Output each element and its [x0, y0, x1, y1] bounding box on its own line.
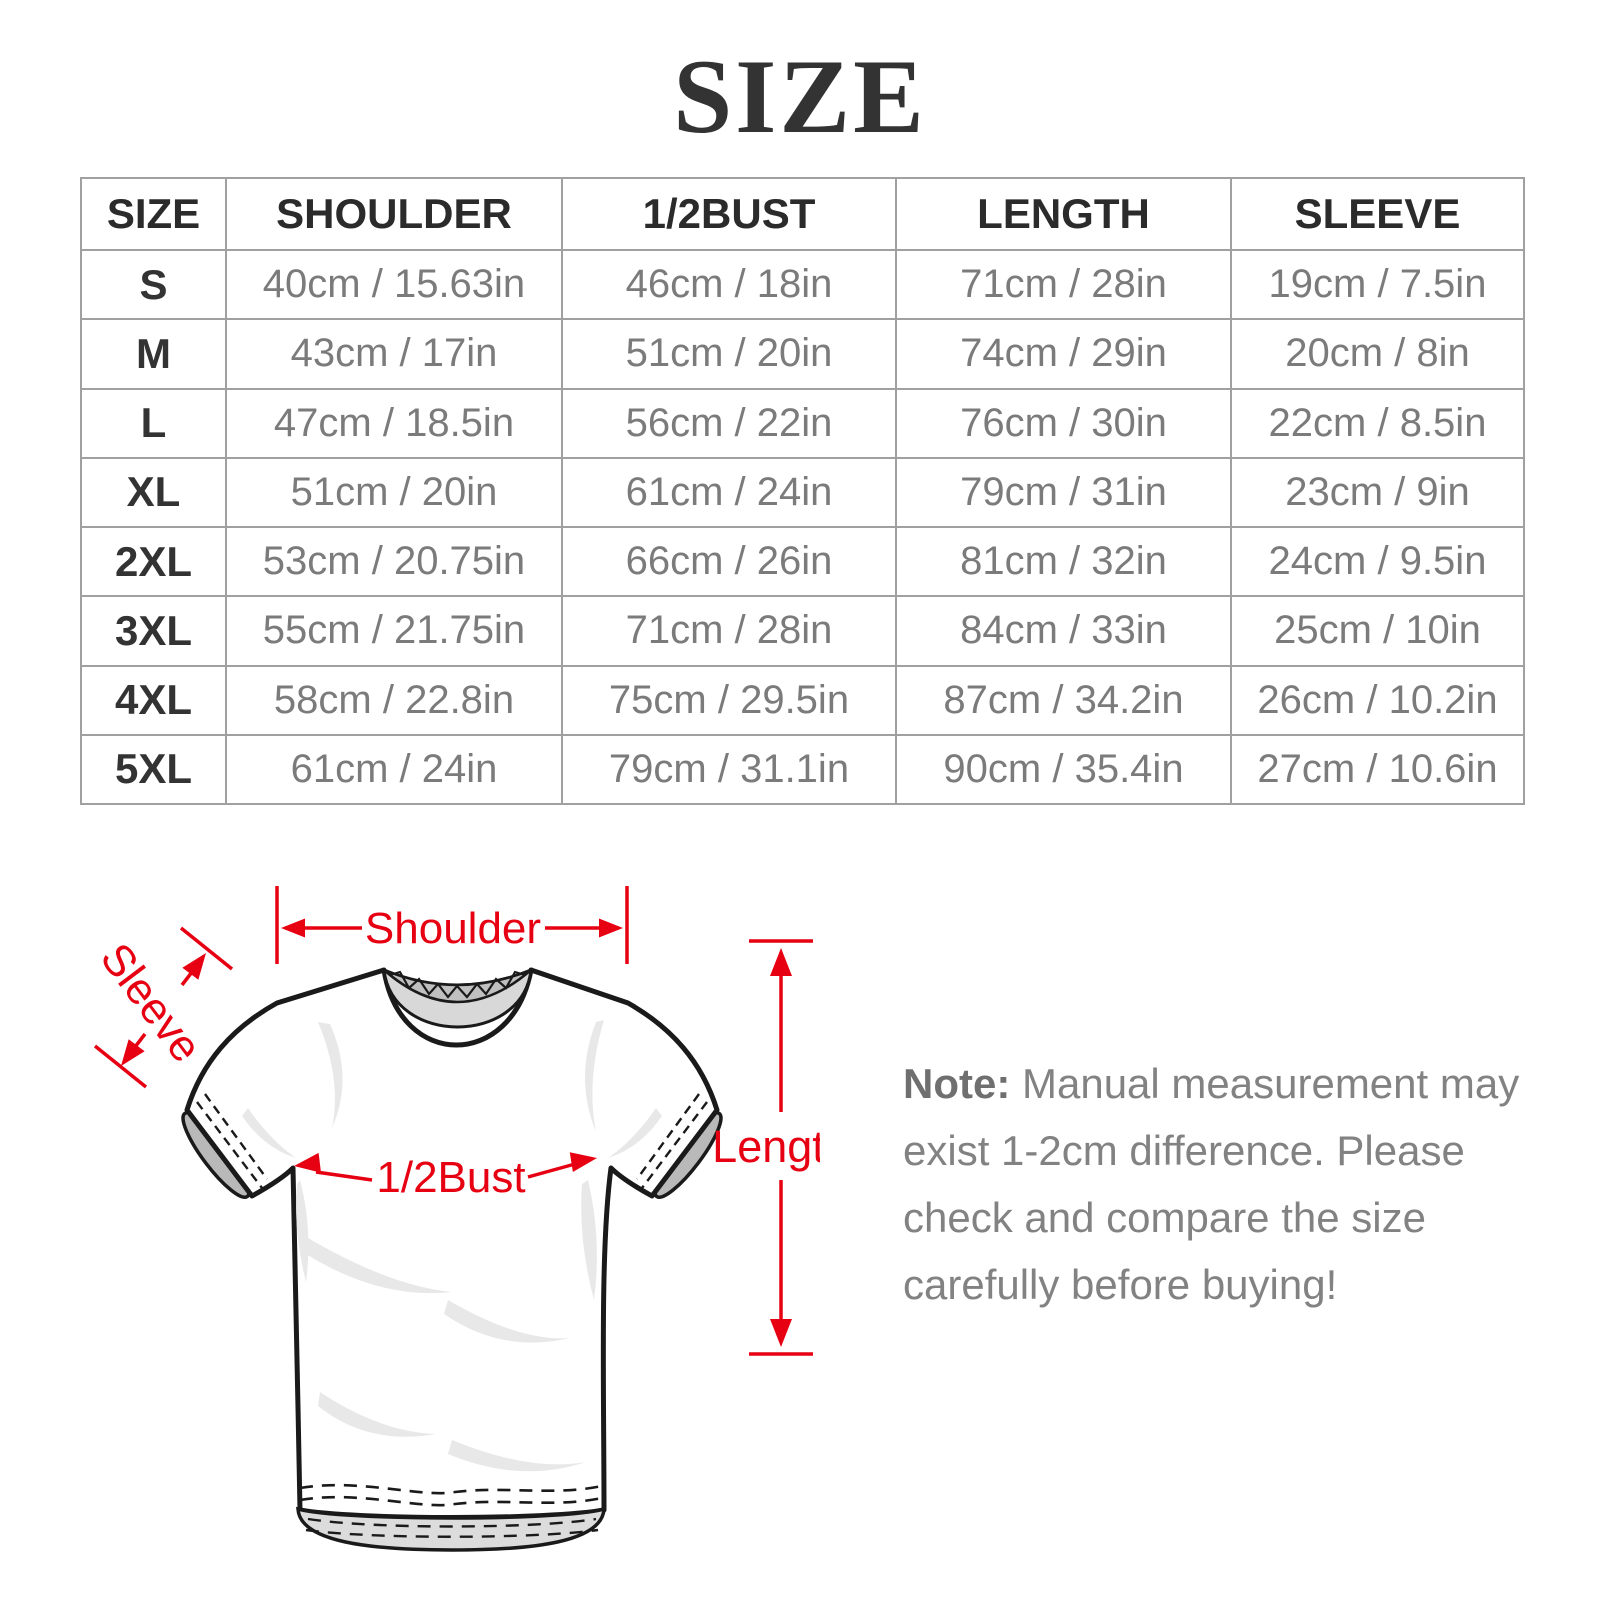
size-row: S 40cm / 15.63in 46cm / 18in 71cm / 28in…: [80, 248, 1525, 321]
length-measure-arrow: [749, 939, 813, 1356]
measurement-note: Note: Manual measurement may exist 1-2cm…: [903, 1050, 1525, 1318]
sleeve-arrow-label: Sleeve: [91, 934, 211, 1071]
measurement-cell: 71cm / 28in: [561, 595, 897, 667]
measurement-cell: 40cm / 15.63in: [225, 248, 563, 321]
measurement-cell: 23cm / 9in: [1230, 456, 1525, 529]
measurement-cell: 79cm / 31.1in: [561, 733, 897, 806]
measurement-cell: 81cm / 32in: [895, 525, 1232, 598]
sleeve-measure-arrow: [93, 926, 234, 1089]
page-title: SIZE: [673, 38, 927, 155]
measurement-cell: 51cm / 20in: [225, 456, 563, 529]
size-label-cell: S: [80, 248, 227, 321]
measurement-diagram: Shoulder Sleeve 1/2Bust Length: [80, 860, 820, 1580]
column-header: LENGTH: [895, 177, 1232, 251]
measurement-cell: 46cm / 18in: [561, 248, 897, 321]
size-label-cell: XL: [80, 456, 227, 529]
measurement-cell: 25cm / 10in: [1230, 595, 1525, 667]
measurement-cell: 75cm / 29.5in: [561, 664, 897, 736]
measurement-cell: 74cm / 29in: [895, 318, 1232, 390]
size-row: 4XL 58cm / 22.8in 75cm / 29.5in 87cm / 3…: [80, 664, 1525, 736]
column-header: SLEEVE: [1230, 177, 1525, 251]
measurement-cell: 79cm / 31in: [895, 456, 1232, 529]
size-label-cell: 4XL: [80, 664, 227, 736]
measurement-cell: 66cm / 26in: [561, 525, 897, 598]
note-text: Manual measurement may exist 1-2cm diffe…: [903, 1060, 1520, 1308]
size-table: SIZE SHOULDER 1/2BUST LENGTH SLEEVE S 40…: [80, 177, 1525, 806]
measurement-cell: 24cm / 9.5in: [1230, 525, 1525, 598]
measurement-cell: 61cm / 24in: [225, 733, 563, 806]
measurement-cell: 22cm / 8.5in: [1230, 387, 1525, 459]
size-row: L 47cm / 18.5in 56cm / 22in 76cm / 30in …: [80, 387, 1525, 459]
measurement-cell: 61cm / 24in: [561, 456, 897, 529]
size-row: M 43cm / 17in 51cm / 20in 74cm / 29in 20…: [80, 318, 1525, 390]
column-header: 1/2BUST: [561, 177, 897, 251]
measurement-cell: 51cm / 20in: [561, 318, 897, 390]
measurement-cell: 19cm / 7.5in: [1230, 248, 1525, 321]
measurement-cell: 56cm / 22in: [561, 387, 897, 459]
measurement-cell: 53cm / 20.75in: [225, 525, 563, 598]
measurement-cell: 26cm / 10.2in: [1230, 664, 1525, 736]
column-header: SHOULDER: [225, 177, 563, 251]
measurement-cell: 76cm / 30in: [895, 387, 1232, 459]
measurement-cell: 84cm / 33in: [895, 595, 1232, 667]
column-header: SIZE: [80, 177, 227, 251]
size-row: 2XL 53cm / 20.75in 66cm / 26in 81cm / 32…: [80, 525, 1525, 598]
length-arrow-label: Length: [712, 1121, 820, 1172]
size-label-cell: 2XL: [80, 525, 227, 598]
measurement-cell: 20cm / 8in: [1230, 318, 1525, 390]
size-label-cell: L: [80, 387, 227, 459]
size-label-cell: 3XL: [80, 595, 227, 667]
note-label: Note:: [903, 1060, 1011, 1107]
measurement-cell: 87cm / 34.2in: [895, 664, 1232, 736]
size-row: 3XL 55cm / 21.75in 71cm / 28in 84cm / 33…: [80, 595, 1525, 667]
size-row: 5XL 61cm / 24in 79cm / 31.1in 90cm / 35.…: [80, 733, 1525, 806]
header-row: SIZE SHOULDER 1/2BUST LENGTH SLEEVE: [80, 177, 1525, 251]
measurement-cell: 58cm / 22.8in: [225, 664, 563, 736]
measurement-cell: 55cm / 21.75in: [225, 595, 563, 667]
measurement-cell: 47cm / 18.5in: [225, 387, 563, 459]
bust-arrow-label: 1/2Bust: [376, 1153, 525, 1202]
size-label-cell: 5XL: [80, 733, 227, 806]
measurement-cell: 27cm / 10.6in: [1230, 733, 1525, 806]
bust-measure-arrow: [294, 1152, 597, 1182]
tshirt-drawing: [181, 967, 723, 1552]
shoulder-measure-arrow: [275, 886, 629, 964]
measurement-cell: 90cm / 35.4in: [895, 733, 1232, 806]
shoulder-arrow-label: Shoulder: [365, 904, 541, 953]
measurement-cell: 71cm / 28in: [895, 248, 1232, 321]
measurement-cell: 43cm / 17in: [225, 318, 563, 390]
size-label-cell: M: [80, 318, 227, 390]
size-row: XL 51cm / 20in 61cm / 24in 79cm / 31in 2…: [80, 456, 1525, 529]
tshirt-illustration: Shoulder Sleeve 1/2Bust Length: [91, 886, 820, 1552]
